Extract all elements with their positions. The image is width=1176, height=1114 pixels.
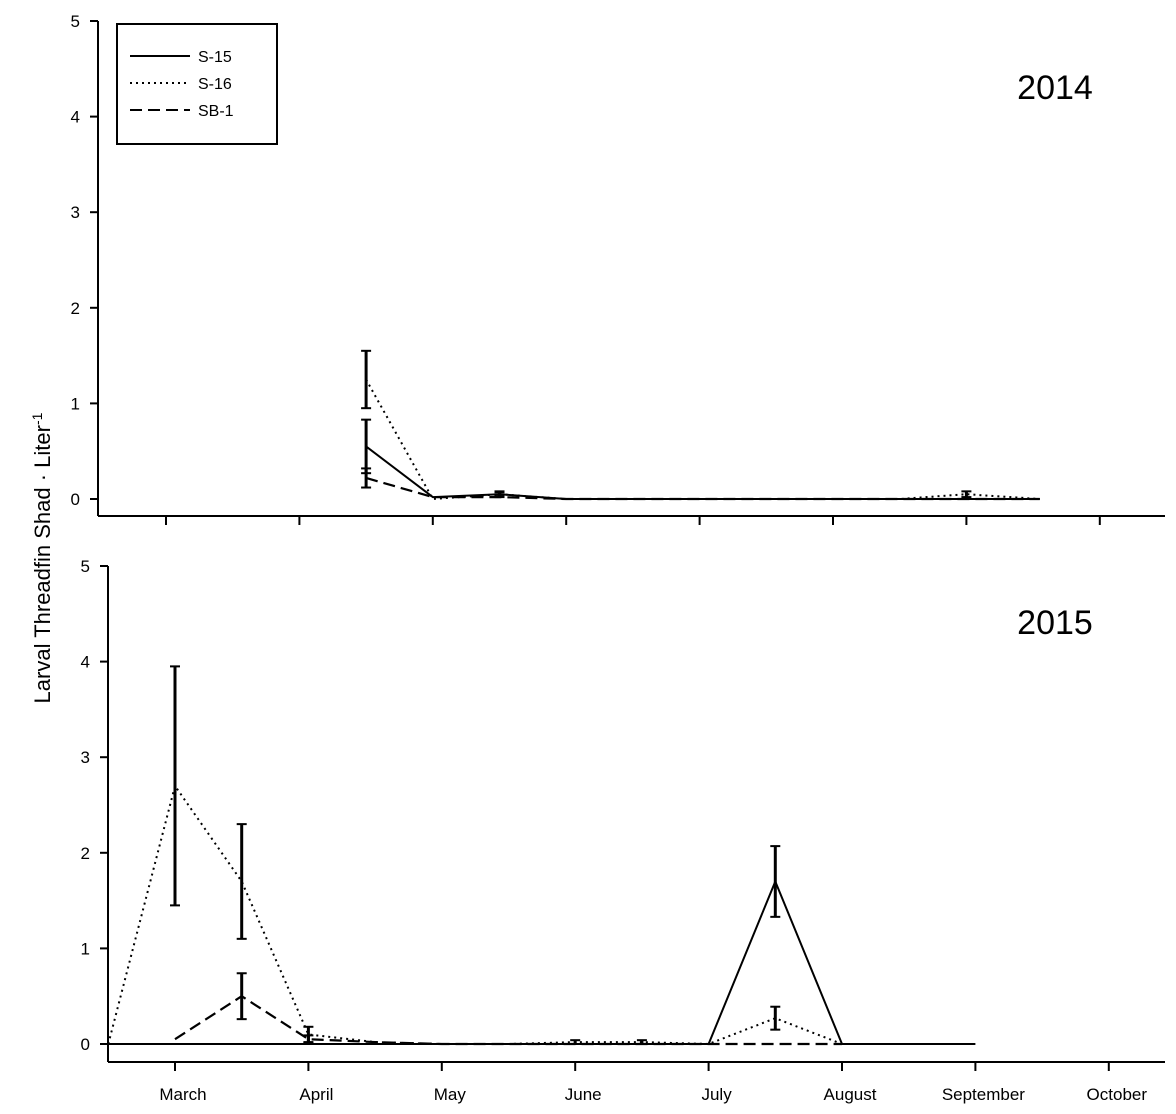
panel-2015: 0 1 2 3 4 5 March April May June July August Septemb… bbox=[81, 557, 1165, 1104]
panel-2014: 0 1 2 3 4 5 2014 bbox=[71, 12, 1165, 525]
y-axis-label-main: Larval Threadfin Shad · Liter bbox=[30, 425, 55, 703]
y-tick-label: 0 bbox=[71, 490, 80, 509]
x-tick-label: July bbox=[701, 1085, 732, 1104]
y-tick-label: 1 bbox=[81, 939, 90, 958]
y-tick-label: 4 bbox=[71, 108, 80, 127]
y-tick-label: 2 bbox=[81, 844, 90, 863]
x-tick-label: September bbox=[942, 1085, 1025, 1104]
legend-label-s15: S-15 bbox=[198, 49, 232, 66]
series-line-s-15 bbox=[108, 880, 976, 1045]
y-tick-label: 1 bbox=[71, 394, 80, 413]
y-tick-label: 5 bbox=[71, 12, 80, 31]
legend: S-15 S-16 SB-1 bbox=[116, 23, 278, 145]
y-tick-label: 3 bbox=[81, 748, 90, 767]
x-tick-label: May bbox=[434, 1085, 467, 1104]
x-tick-label: August bbox=[824, 1085, 877, 1104]
series-line-sb-1 bbox=[365, 476, 1040, 501]
x-tick-label: October bbox=[1087, 1085, 1148, 1104]
y-tick-label: 0 bbox=[81, 1035, 90, 1054]
legend-box bbox=[116, 23, 278, 145]
legend-label-sb1: SB-1 bbox=[198, 103, 234, 120]
y-axis-label: Larval Threadfin Shad · Liter-1 bbox=[29, 412, 55, 703]
panel-year-label: 2014 bbox=[1017, 69, 1093, 107]
x-tick-label: June bbox=[565, 1085, 602, 1104]
series-line-s-15 bbox=[365, 445, 1040, 500]
y-axis-label-superscript: -1 bbox=[29, 412, 45, 425]
panel-year-label: 2015 bbox=[1017, 604, 1093, 642]
x-tick-label: March bbox=[159, 1085, 206, 1104]
y-tick-label: 5 bbox=[81, 557, 90, 576]
y-tick-label: 3 bbox=[71, 203, 80, 222]
x-tick-label: April bbox=[299, 1085, 333, 1104]
series-line-s-16 bbox=[107, 784, 843, 1045]
series-line-sb-1 bbox=[174, 995, 842, 1046]
y-tick-label: 2 bbox=[71, 299, 80, 318]
series-line-s-16 bbox=[365, 379, 1040, 500]
chart-panels: 0 1 2 3 4 5 2014 0 1 2 3 4 5 March April May June July Aug… bbox=[71, 12, 1165, 1104]
legend-label-s16: S-16 bbox=[198, 76, 232, 93]
y-tick-label: 4 bbox=[81, 653, 90, 672]
